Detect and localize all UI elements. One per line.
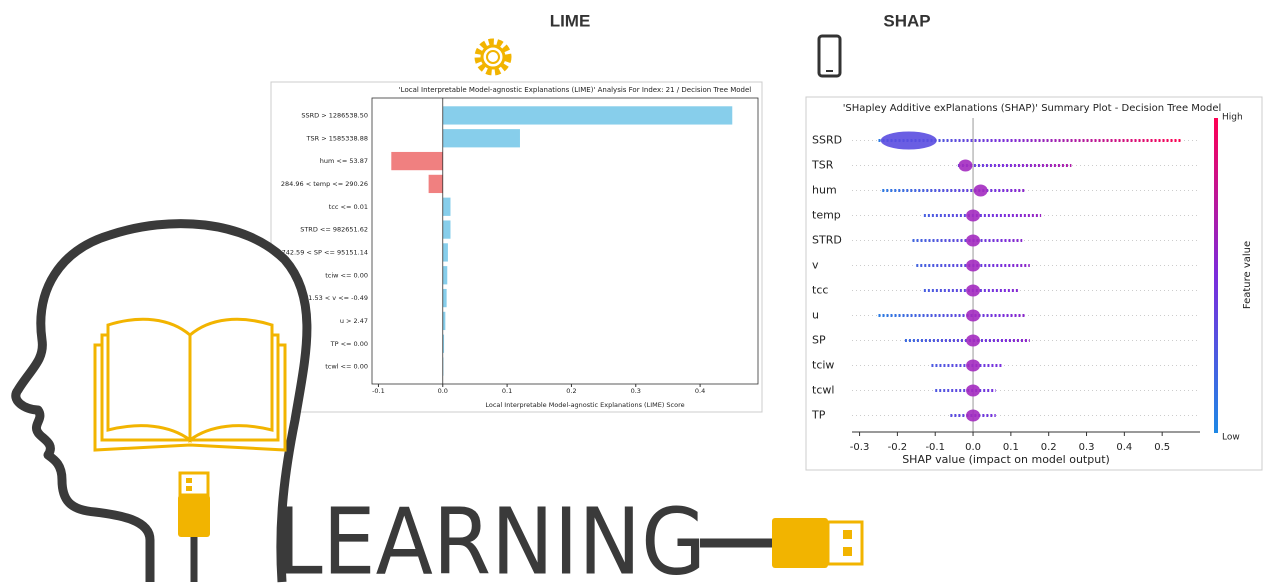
- y-tick-label: TSR: [811, 159, 834, 172]
- x-tick-label: 0.0: [438, 387, 448, 395]
- density-blob: [966, 210, 980, 222]
- x-tick-label: 0.3: [631, 387, 641, 395]
- y-tick-label: temp: [812, 209, 841, 222]
- y-tick-label: u: [812, 309, 819, 322]
- colorbar: [1214, 118, 1218, 433]
- y-tick-label: hum: [812, 184, 837, 197]
- y-tick-label: SP: [812, 334, 826, 347]
- x-tick-label: 0.0: [965, 442, 981, 453]
- y-tick-label: tcwl: [812, 384, 834, 397]
- x-tick-label: -0.1: [925, 442, 945, 453]
- logo-text: LEARNING: [276, 488, 706, 585]
- y-tick-label: 284.96 < temp <= 290.26: [281, 180, 368, 188]
- x-axis-label: SHAP value (impact on model output): [902, 453, 1110, 466]
- bar: [429, 175, 443, 193]
- y-tick-label: TSR > 1585338.88: [306, 134, 368, 142]
- x-tick-label: 0.4: [1116, 442, 1132, 453]
- bar: [443, 266, 448, 284]
- usb-tip: [180, 473, 208, 495]
- density-blob: [966, 235, 980, 247]
- x-tick-label: 0.3: [1079, 442, 1095, 453]
- bar: [443, 220, 451, 238]
- y-tick-label: tciw <= 0.00: [325, 271, 368, 279]
- y-tick-label: tciw: [812, 359, 834, 372]
- x-tick-label: 0.5: [1154, 442, 1170, 453]
- chart-title: 'SHapley Additive exPlanations (SHAP)' S…: [843, 103, 1222, 114]
- page: LIME SHAP 'Local Interpretable Model-agn…: [0, 0, 1264, 585]
- x-tick-label: 0.2: [1041, 442, 1057, 453]
- x-tick-label: 0.1: [502, 387, 512, 395]
- y-tick-label: tcc: [812, 284, 828, 297]
- density-blob: [958, 160, 972, 172]
- y-tick-label: SSRD > 1286538.50: [301, 111, 368, 119]
- density-blob: [966, 410, 980, 422]
- y-tick-label: TP: [811, 409, 826, 422]
- gear-icon: [478, 42, 508, 72]
- bar: [443, 106, 733, 124]
- phone-icon: [819, 36, 840, 76]
- y-tick-label: tcc <= 0.01: [329, 203, 368, 211]
- density-blob: [881, 132, 937, 150]
- bar: [443, 289, 447, 307]
- y-tick-label: hum <= 53.87: [320, 157, 368, 165]
- y-tick-label: v: [812, 259, 819, 272]
- chart-title: 'Local Interpretable Model-agnostic Expl…: [399, 86, 752, 94]
- x-tick-label: -0.2: [888, 442, 908, 453]
- x-tick-label: 0.2: [566, 387, 576, 395]
- y-tick-label: TP <= 0.00: [330, 340, 368, 348]
- shap-panel: [806, 97, 1262, 470]
- colorbar-high: High: [1222, 113, 1243, 123]
- y-tick-label: tcwl <= 0.00: [325, 363, 368, 371]
- usb-plug-right: [772, 518, 828, 568]
- bar: [443, 198, 451, 216]
- x-tick-label: -0.1: [372, 387, 385, 395]
- density-blob: [966, 385, 980, 397]
- density-blob: [966, 285, 980, 297]
- density-blob: [966, 310, 980, 322]
- usb-plug: [178, 495, 210, 537]
- x-tick-label: 0.4: [695, 387, 705, 395]
- y-tick-label: 94742.59 < SP <= 95151.14: [273, 248, 368, 256]
- colorbar-label: Feature value: [1242, 241, 1253, 309]
- x-tick-label: -0.3: [850, 442, 870, 453]
- y-tick-label: STRD <= 982651.62: [300, 226, 368, 234]
- x-tick-label: 0.1: [1003, 442, 1019, 453]
- book-icon: [95, 319, 285, 450]
- colorbar-low: Low: [1222, 433, 1240, 443]
- x-axis-label: Local Interpretable Model-agnostic Expla…: [485, 401, 684, 409]
- density-blob: [966, 360, 980, 372]
- y-tick-label: SSRD: [812, 134, 842, 147]
- bar: [391, 152, 442, 170]
- bar: [443, 243, 448, 261]
- y-tick-label: -1.53 < v <= -0.49: [306, 294, 368, 302]
- shap-heading: SHAP: [883, 11, 930, 30]
- density-blob: [966, 260, 980, 272]
- bar: [443, 129, 520, 147]
- y-tick-label: STRD: [812, 234, 842, 247]
- density-blob: [966, 335, 980, 347]
- y-tick-label: u > 2.47: [340, 317, 368, 325]
- lime-heading: LIME: [550, 11, 591, 30]
- density-blob: [974, 185, 988, 197]
